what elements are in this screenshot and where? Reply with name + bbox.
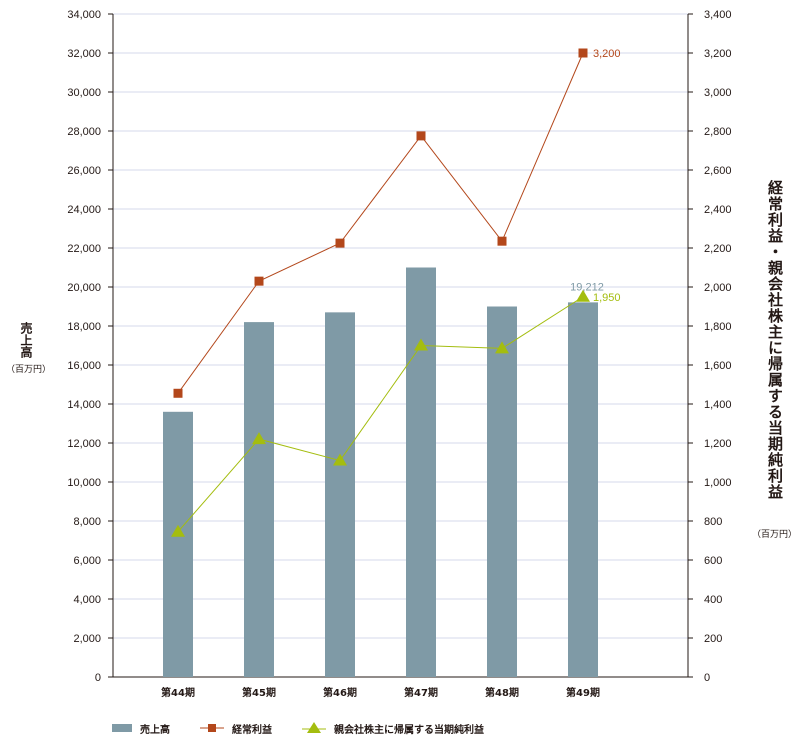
bar-sales <box>487 306 517 677</box>
right-tick-label: 1,200 <box>704 438 732 450</box>
right-tick-label: 3,000 <box>704 87 732 99</box>
right-tick-label: 0 <box>704 672 710 684</box>
legend-bar-swatch <box>112 724 132 732</box>
legend-label-net-income: 親会社株主に帰属する当期純利益 <box>334 724 484 736</box>
legend-item-sales: 売上高 <box>112 721 170 736</box>
left-tick-label: 14,000 <box>67 399 101 411</box>
right-tick-label: 1,400 <box>704 399 732 411</box>
left-tick-label: 20,000 <box>67 282 101 294</box>
legend-triangle-marker <box>302 722 326 733</box>
point-net-income <box>576 289 590 302</box>
right-axis-unit: （百万円） <box>752 530 797 540</box>
bar-sales <box>163 411 193 677</box>
left-tick-label: 32,000 <box>67 48 101 60</box>
right-tick-label: 1,000 <box>704 477 732 489</box>
right-tick-label: 3,400 <box>704 9 732 21</box>
left-tick-label: 10,000 <box>67 477 101 489</box>
point-ordinary-profit <box>173 388 183 398</box>
data-label-ordinary-profit: 3,200 <box>593 48 621 60</box>
point-ordinary-profit <box>497 236 507 246</box>
point-net-income <box>333 453 347 466</box>
line-net-income <box>177 296 584 533</box>
legend-label-ordinary-profit: 経常利益 <box>232 724 272 736</box>
x-tick-label: 第47期 <box>404 686 438 699</box>
right-tick-label: 2,200 <box>704 243 732 255</box>
data-label-net-income: 1,950 <box>593 292 621 304</box>
point-net-income <box>414 338 428 351</box>
point-ordinary-profit <box>254 276 264 286</box>
right-tick-label: 200 <box>704 633 722 645</box>
x-tick-label: 第46期 <box>323 686 357 699</box>
right-axis-label: 経常利益・親会社株主に帰属する当期純利益 <box>757 180 793 500</box>
legend: 売上高 経常利益 親会社株主に帰属する当期純利益 <box>112 719 514 737</box>
left-tick-label: 26,000 <box>67 165 101 177</box>
right-tick-label: 1,800 <box>704 321 732 333</box>
right-tick-label: 400 <box>704 594 722 606</box>
right-tick-label: 800 <box>704 516 722 528</box>
left-tick-label: 0 <box>95 672 101 684</box>
bar-sales <box>325 312 355 677</box>
left-tick-label: 28,000 <box>67 126 101 138</box>
left-tick-label: 22,000 <box>67 243 101 255</box>
legend-item-ordinary-profit: 経常利益 <box>200 721 272 736</box>
left-axis-unit: （百万円） <box>6 365 52 375</box>
right-axis-title: 経常利益・親会社株主に帰属する当期純利益 <box>766 180 784 500</box>
bar-sales <box>406 267 436 677</box>
data-label-sales: 19,212 <box>570 281 604 293</box>
left-tick-label: 8,000 <box>73 516 101 528</box>
left-axis-label: 売上高 （百万円） <box>6 322 52 375</box>
right-tick-label: 2,600 <box>704 165 732 177</box>
left-tick-label: 16,000 <box>67 360 101 372</box>
left-axis-title: 売上高 <box>19 322 33 358</box>
left-tick-label: 4,000 <box>73 594 101 606</box>
right-tick-label: 3,200 <box>704 48 732 60</box>
point-net-income <box>495 341 509 354</box>
right-tick-label: 2,000 <box>704 282 732 294</box>
legend-label-sales: 売上高 <box>140 724 170 736</box>
bar-sales <box>244 322 274 677</box>
right-tick-label: 1,600 <box>704 360 732 372</box>
left-tick-label: 24,000 <box>67 204 101 216</box>
point-net-income <box>171 524 185 537</box>
left-tick-label: 34,000 <box>67 9 101 21</box>
point-ordinary-profit <box>416 131 426 141</box>
point-net-income <box>252 432 266 445</box>
legend-square-marker <box>200 724 224 732</box>
x-tick-label: 第45期 <box>242 686 276 699</box>
left-tick-label: 18,000 <box>67 321 101 333</box>
right-tick-label: 2,400 <box>704 204 732 216</box>
left-tick-label: 2,000 <box>73 633 101 645</box>
right-tick-label: 600 <box>704 555 722 567</box>
right-tick-label: 2,800 <box>704 126 732 138</box>
bar-sales <box>568 302 598 677</box>
point-ordinary-profit <box>578 48 588 58</box>
legend-item-net-income: 親会社株主に帰属する当期純利益 <box>302 721 484 736</box>
line-ordinary-profit <box>177 52 584 394</box>
x-tick-label: 第48期 <box>485 686 519 699</box>
point-ordinary-profit <box>335 238 345 248</box>
left-tick-label: 30,000 <box>67 87 101 99</box>
left-tick-label: 6,000 <box>73 555 101 567</box>
x-tick-label: 第49期 <box>566 686 600 699</box>
left-tick-label: 12,000 <box>67 438 101 450</box>
x-tick-label: 第44期 <box>161 686 195 699</box>
